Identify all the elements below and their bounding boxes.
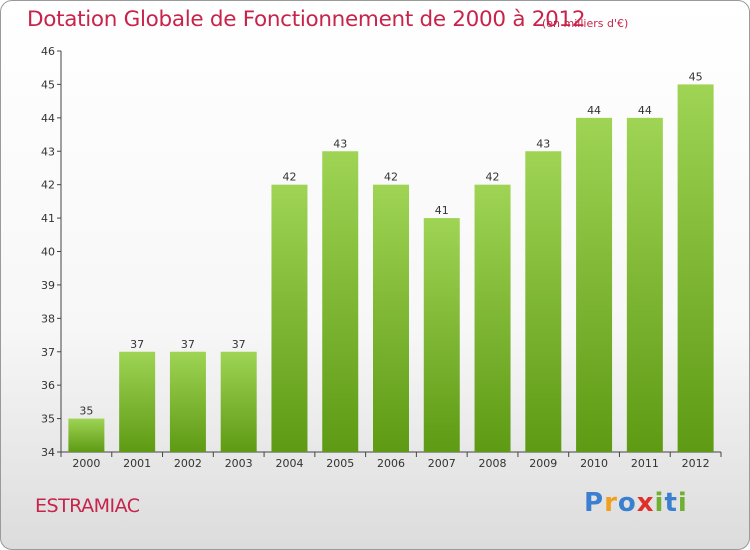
- y-tick-label: 44: [41, 112, 55, 125]
- bar-2009[interactable]: [525, 151, 562, 452]
- bar-2005[interactable]: [322, 151, 359, 452]
- data-label: 37: [232, 338, 246, 351]
- data-label: 41: [435, 204, 449, 217]
- x-tick-label: 2009: [529, 457, 557, 470]
- y-tick-label: 42: [41, 179, 55, 192]
- bar-2006[interactable]: [373, 184, 409, 452]
- bar-2000[interactable]: [68, 418, 105, 452]
- data-label: 42: [282, 171, 296, 184]
- bar-2008[interactable]: [474, 184, 511, 452]
- y-tick-label: 40: [41, 246, 55, 259]
- y-tick-label: 45: [41, 78, 55, 91]
- y-tick-label: 35: [41, 413, 55, 426]
- x-tick-label: 2012: [682, 457, 710, 470]
- x-tick-label: 2003: [225, 457, 253, 470]
- data-label: 43: [333, 137, 347, 150]
- y-tick-label: 43: [41, 145, 55, 158]
- data-label: 44: [587, 104, 601, 117]
- y-tick-label: 37: [41, 346, 55, 359]
- bar-2003[interactable]: [220, 351, 257, 452]
- bar-2002[interactable]: [169, 351, 206, 452]
- chart-title: Dotation Globale de Fonctionnement de 20…: [27, 7, 586, 32]
- bar-2010[interactable]: [576, 117, 613, 452]
- x-tick-label: 2007: [428, 457, 456, 470]
- proxiti-logo[interactable]: Proxiti: [584, 488, 688, 518]
- x-tick-label: 2008: [479, 457, 507, 470]
- x-tick-label: 2010: [580, 457, 608, 470]
- x-tick-label: 2006: [377, 457, 405, 470]
- data-label: 42: [486, 171, 500, 184]
- y-tick-label: 38: [41, 312, 55, 325]
- x-tick-label: 2000: [72, 457, 100, 470]
- x-tick-label: 2002: [174, 457, 202, 470]
- y-tick-label: 41: [41, 212, 55, 225]
- data-label: 37: [181, 338, 195, 351]
- commune-name: ESTRAMIAC: [35, 495, 140, 517]
- x-tick-label: 2005: [326, 457, 354, 470]
- data-label: 37: [130, 338, 144, 351]
- bar-2004[interactable]: [271, 184, 308, 452]
- y-tick-label: 36: [41, 379, 55, 392]
- x-tick-label: 2004: [275, 457, 303, 470]
- bar-2012[interactable]: [677, 84, 714, 453]
- x-tick-label: 2001: [123, 457, 151, 470]
- bar-2007[interactable]: [423, 218, 460, 452]
- x-tick-label: 2011: [631, 457, 659, 470]
- data-label: 43: [536, 137, 550, 150]
- y-tick-label: 46: [41, 45, 55, 58]
- chart-unit: (en milliers d'€): [542, 17, 629, 30]
- data-label: 44: [638, 104, 652, 117]
- data-label: 45: [689, 70, 703, 83]
- y-tick-label: 39: [41, 279, 55, 292]
- y-tick-label: 34: [41, 446, 55, 459]
- data-label: 35: [79, 405, 93, 418]
- bar-2001[interactable]: [119, 351, 156, 452]
- bar-2011[interactable]: [626, 117, 663, 452]
- data-label: 42: [384, 171, 398, 184]
